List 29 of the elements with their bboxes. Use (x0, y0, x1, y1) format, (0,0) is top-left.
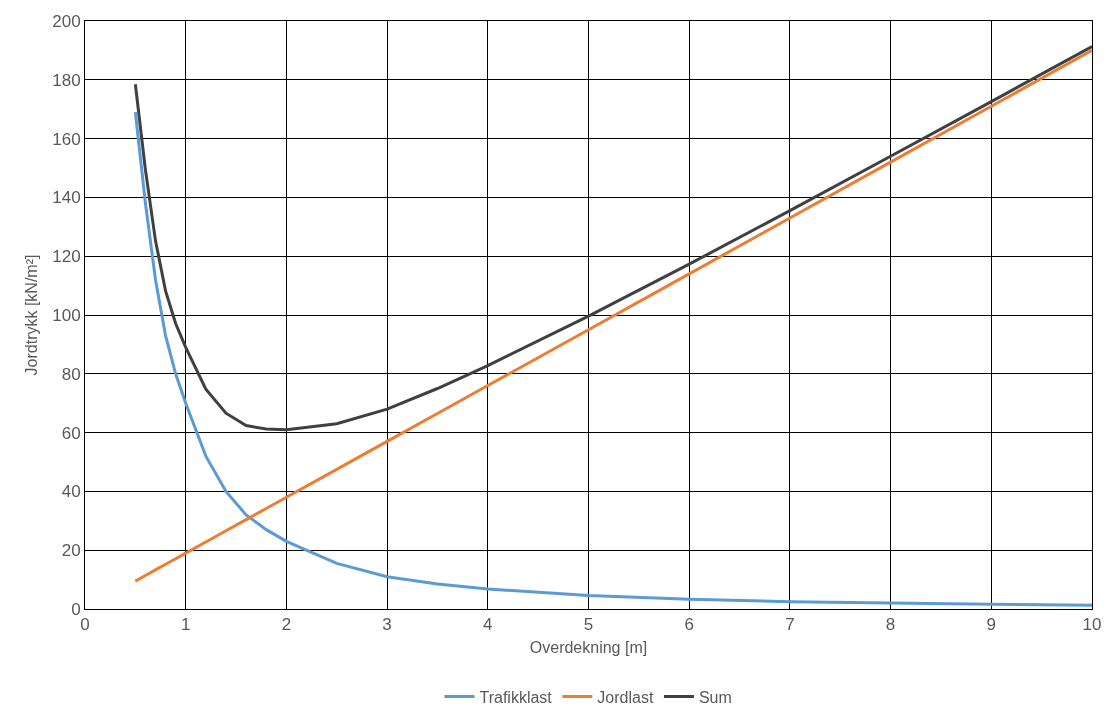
x-tick-label: 5 (583, 615, 594, 635)
x-tick-label: 6 (684, 615, 694, 635)
line-series (133, 45, 1092, 432)
y-tick-label: 60 (61, 423, 81, 443)
y-tick-label: 120 (52, 247, 81, 267)
legend-label: Jordlast (597, 688, 654, 706)
y-tick-label: 160 (52, 129, 81, 149)
x-tick-label: 9 (986, 615, 997, 635)
x-tick-label: 7 (785, 615, 795, 635)
line-series (133, 110, 1092, 607)
y-tick-label: 40 (61, 482, 81, 502)
legend-label: Sum (698, 688, 732, 706)
y-tick-label: 80 (61, 364, 81, 384)
x-tick-label: 10 (1082, 615, 1102, 635)
x-tick-label: 2 (281, 615, 292, 635)
x-axis-title: Overdekning [m] (529, 639, 648, 657)
y-axis-title: Jordtrykk [kN/m²] (23, 254, 41, 376)
x-tick-label: 8 (885, 615, 896, 635)
y-tick-label: 140 (52, 188, 81, 208)
y-tick-label: 0 (71, 599, 81, 619)
x-tick-label: 4 (483, 615, 493, 635)
y-tick-label: 20 (61, 541, 81, 561)
line-series (133, 48, 1092, 583)
y-tick-label: 180 (52, 70, 81, 90)
x-tick-label: 3 (382, 615, 392, 635)
y-tick-label: 200 (52, 11, 81, 31)
y-tick-label: 100 (52, 305, 81, 325)
x-tick-label: 1 (180, 615, 191, 635)
legend-label: Trafikklast (479, 688, 553, 706)
